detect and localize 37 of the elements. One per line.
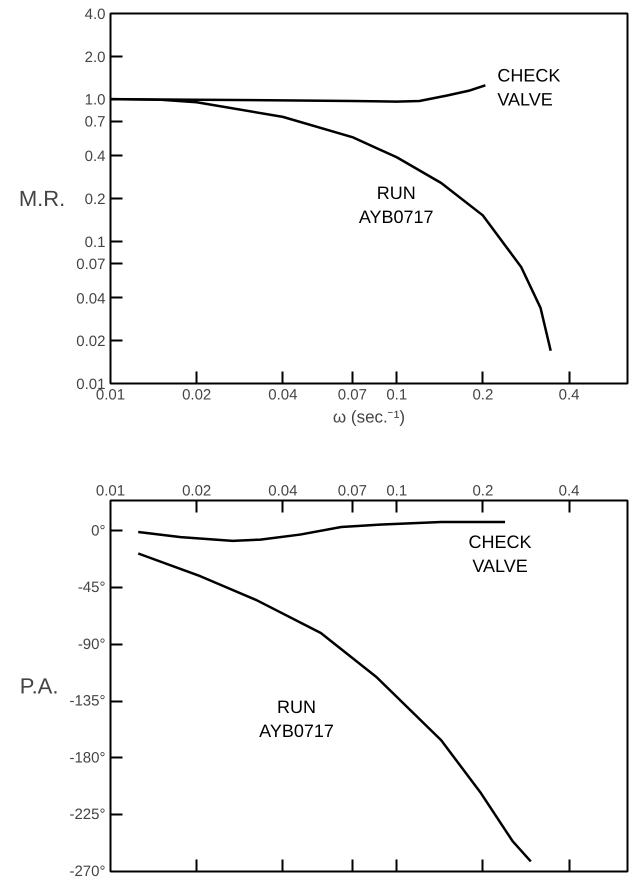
y-tick-label: 4.0 <box>84 6 106 23</box>
y-tick-label: 0.7 <box>84 114 106 131</box>
y-tick-label: -135° <box>69 692 106 710</box>
y-tick-label: 0.07 <box>76 256 106 273</box>
x-tick-label: 0.04 <box>268 482 298 500</box>
y-tick-label: 0.02 <box>76 333 106 350</box>
y-tick-label: 2.0 <box>84 48 106 66</box>
x-tick-label: 0.02 <box>182 482 212 500</box>
x-tick-label: 0.01 <box>96 482 126 500</box>
x-tick-label: 0.4 <box>558 482 580 500</box>
y-tick-label: -45° <box>78 579 106 596</box>
y-tick-label: 0.1 <box>84 234 106 251</box>
y-tick-label: 1.0 <box>84 92 106 109</box>
x-tick-label: 0.2 <box>472 386 494 404</box>
text: RUN AYB0717 <box>259 697 334 742</box>
y-axis-title: P.A. <box>20 674 58 698</box>
y-tick-label: -270° <box>69 863 106 880</box>
x-tick-label: 0.1 <box>386 386 408 404</box>
series-label: RUN AYB0717 <box>358 183 434 228</box>
x-tick-label: 0.02 <box>182 386 212 404</box>
legend-label: CHECK VALVE <box>468 532 532 576</box>
series-label: CHECK VALVE <box>497 65 560 110</box>
x-tick-label: 0.4 <box>558 386 580 404</box>
x-tick-label: 0.1 <box>386 482 408 500</box>
y-axis-title: M.R. <box>18 186 66 211</box>
x-tick-label: 0.2 <box>472 482 494 500</box>
y-tick-label: -225° <box>69 806 106 824</box>
x-tick-label: 0.07 <box>338 386 368 404</box>
y-tick-label: -90° <box>78 636 106 653</box>
x-axis-title: ω (sec.⁻¹) <box>332 408 406 426</box>
x-tick-label: 0.07 <box>338 482 368 500</box>
y-tick-label: 0.04 <box>76 290 106 308</box>
y-tick-label: -180° <box>69 749 106 766</box>
x-tick-label: 0.04 <box>268 386 298 404</box>
y-tick-label: 0° <box>91 522 106 540</box>
y-tick-label: 0.4 <box>84 148 106 166</box>
y-tick-label: 0.2 <box>84 191 106 208</box>
